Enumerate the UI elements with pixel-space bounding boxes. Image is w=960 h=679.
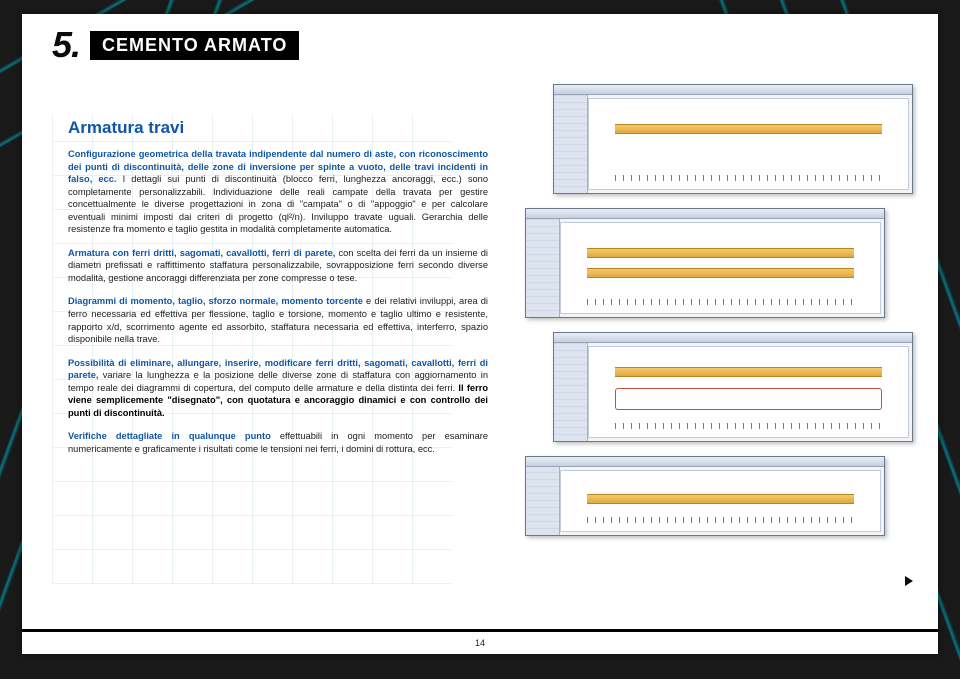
para3-lead: Diagrammi di momento, taglio, sforzo nor… bbox=[68, 296, 363, 306]
beam-graphic bbox=[615, 124, 883, 134]
paragraph-5: Verifiche dettagliate in qualunque punto… bbox=[68, 430, 488, 455]
beam-graphic bbox=[587, 494, 855, 504]
thumb1-titlebar bbox=[554, 85, 912, 95]
section-title: CEMENTO ARMATO bbox=[90, 31, 299, 60]
thumbnail-1 bbox=[553, 84, 913, 194]
footer-divider bbox=[22, 629, 938, 632]
para4-rest: variare la lunghezza e la posizione dell… bbox=[68, 370, 488, 393]
thumb4-titlebar bbox=[526, 457, 884, 467]
paragraph-3: Diagrammi di momento, taglio, sforzo nor… bbox=[68, 295, 488, 345]
page: 5. CEMENTO ARMATO Armatura travi Configu… bbox=[22, 14, 938, 654]
paragraph-2: Armatura con ferri dritti, sagomati, cav… bbox=[68, 247, 488, 285]
ruler-graphic bbox=[615, 175, 883, 181]
section-header: 5. CEMENTO ARMATO bbox=[52, 24, 299, 66]
continue-arrow-icon bbox=[905, 576, 913, 586]
thumb3-body bbox=[554, 343, 912, 441]
thumb2-body bbox=[526, 219, 884, 317]
beam-graphic bbox=[587, 248, 855, 258]
beam-graphic bbox=[587, 268, 855, 278]
thumb4-body bbox=[526, 467, 884, 535]
section-number: 5. bbox=[52, 24, 80, 66]
thumbnail-2 bbox=[525, 208, 885, 318]
thumb1-sidebar bbox=[554, 95, 588, 193]
thumb4-sidebar bbox=[526, 467, 560, 535]
ruler-graphic bbox=[615, 423, 883, 429]
thumb1-canvas bbox=[588, 98, 909, 190]
thumbnail-4 bbox=[525, 456, 885, 536]
para2-lead: Armatura con ferri dritti, sagomati, cav… bbox=[68, 248, 335, 258]
thumb3-sidebar bbox=[554, 343, 588, 441]
thumb1-body bbox=[554, 95, 912, 193]
thumb4-canvas bbox=[560, 470, 881, 532]
thumbnail-3 bbox=[553, 332, 913, 442]
beam-graphic bbox=[615, 367, 883, 377]
thumb3-canvas bbox=[588, 346, 909, 438]
screenshot-thumbnails bbox=[553, 84, 913, 550]
paragraph-4: Possibilità di eliminare, allungare, ins… bbox=[68, 357, 488, 420]
thumb3-titlebar bbox=[554, 333, 912, 343]
ruler-graphic bbox=[587, 299, 855, 305]
moment-diagram bbox=[615, 388, 883, 410]
thumb2-titlebar bbox=[526, 209, 884, 219]
subtitle: Armatura travi bbox=[68, 118, 184, 138]
page-number: 14 bbox=[22, 638, 938, 648]
para5-lead: Verifiche dettagliate in qualunque punto bbox=[68, 431, 271, 441]
ruler-graphic bbox=[587, 517, 855, 523]
thumb2-canvas bbox=[560, 222, 881, 314]
body-text: Configurazione geometrica della travata … bbox=[68, 148, 488, 466]
thumb2-sidebar bbox=[526, 219, 560, 317]
para1-rest: I dettagli sui punti di discontinuità (b… bbox=[68, 174, 488, 234]
paragraph-1: Configurazione geometrica della travata … bbox=[68, 148, 488, 236]
